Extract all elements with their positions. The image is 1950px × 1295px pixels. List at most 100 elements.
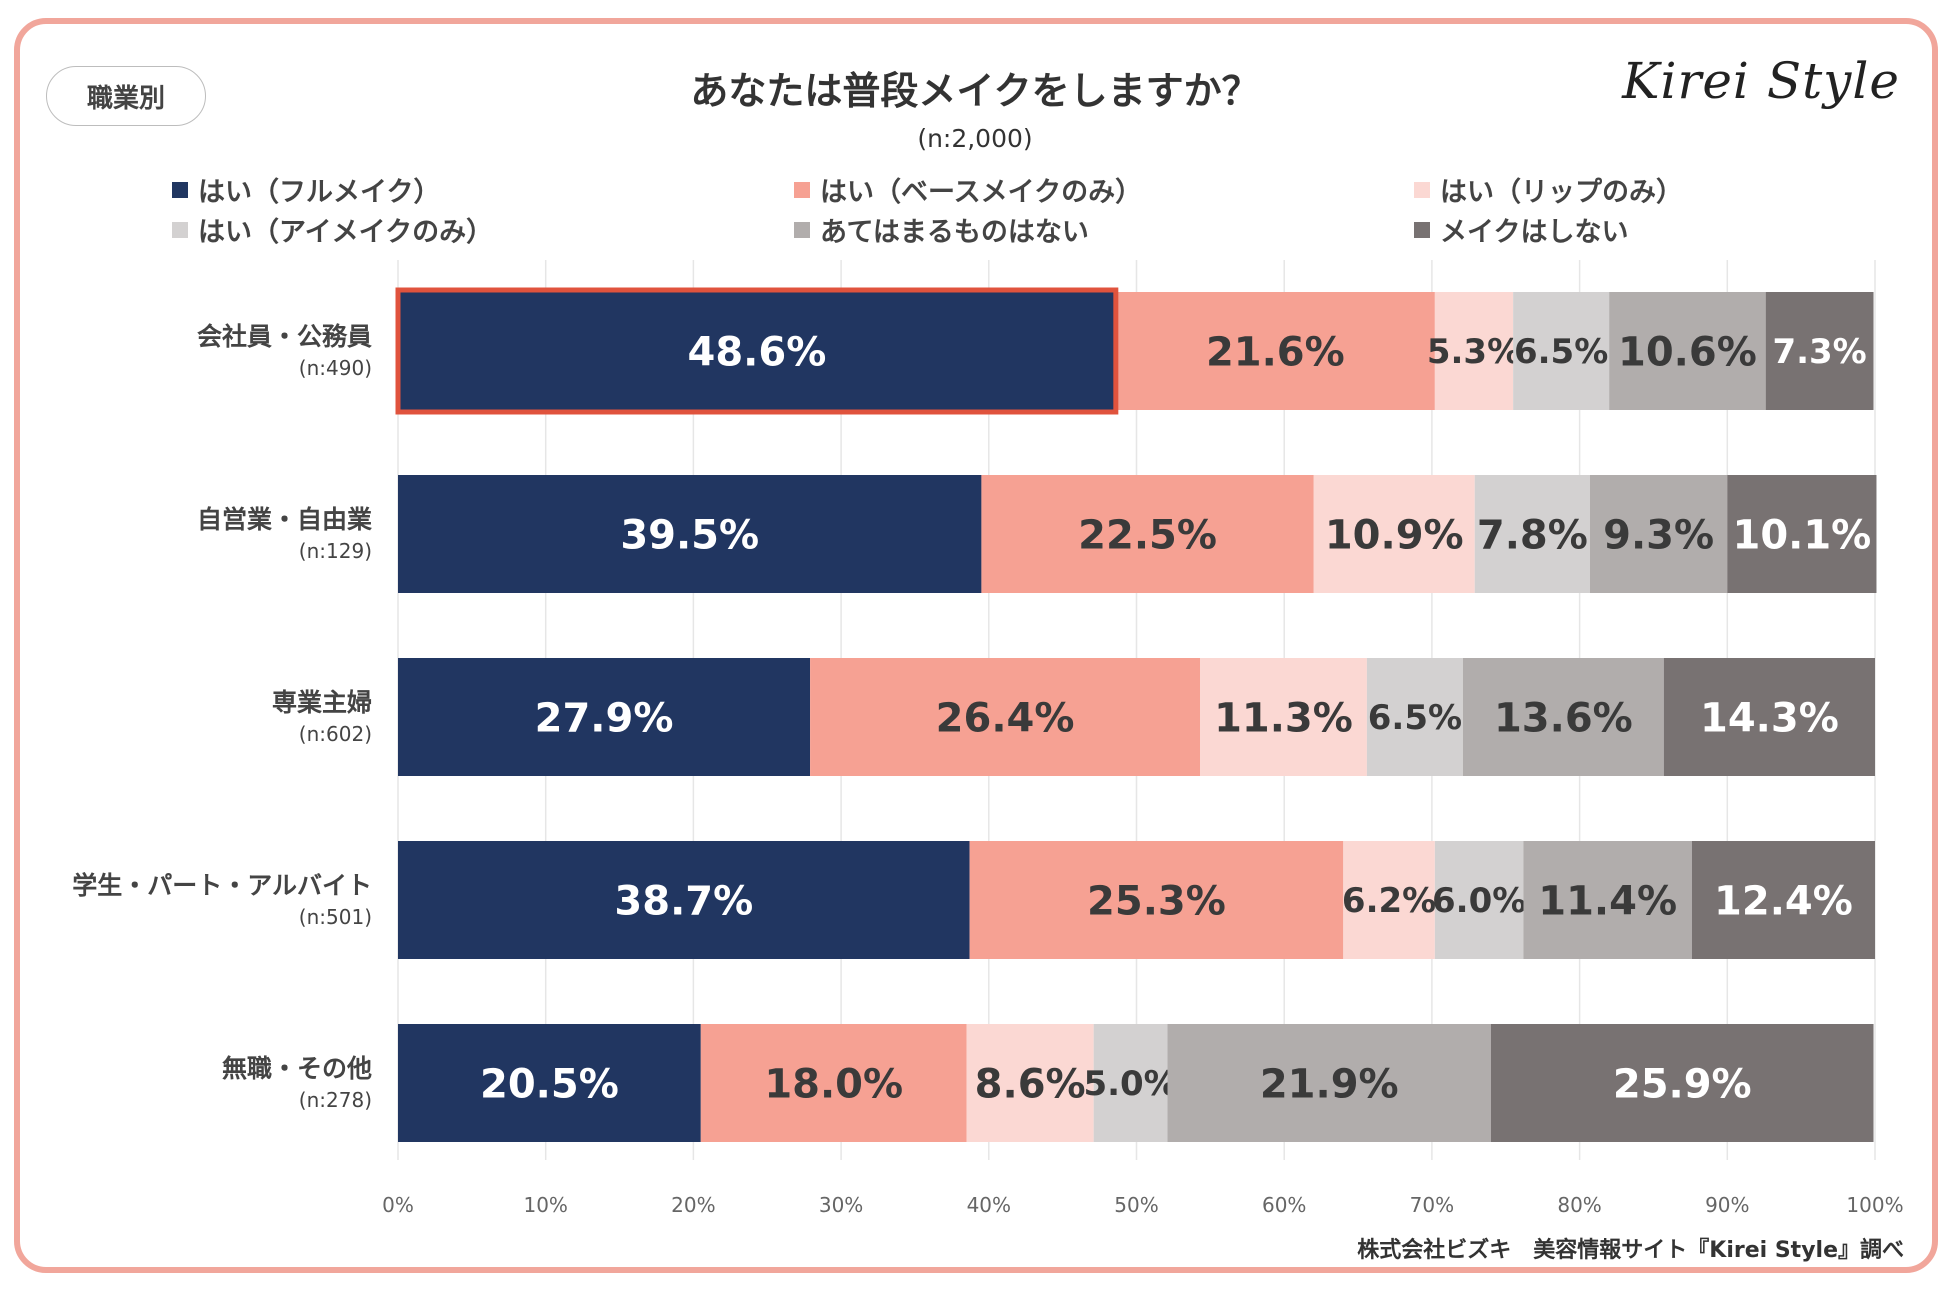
category-n-label: (n:501) — [299, 905, 372, 929]
legend-label: はい（アイメイクのみ） — [198, 217, 494, 248]
category-n-label: (n:278) — [299, 1088, 372, 1112]
bar-segment — [1115, 292, 1435, 410]
bar-segment — [981, 475, 1314, 593]
bar-segment — [700, 1024, 967, 1142]
x-tick-label: 20% — [671, 1193, 715, 1217]
bar-segment — [1313, 475, 1475, 593]
category-n-label: (n:129) — [299, 539, 372, 563]
bar-segment — [1366, 658, 1463, 776]
x-tick-label: 60% — [1262, 1193, 1306, 1217]
x-tick-label: 100% — [1846, 1193, 1903, 1217]
bar-segment — [1523, 841, 1692, 959]
data-label: 6.2% — [1342, 881, 1436, 921]
x-tick-label: 70% — [1410, 1193, 1454, 1217]
legend-swatch — [172, 221, 188, 238]
bar-segment — [1513, 292, 1610, 410]
legend-item: はい（ベースメイクのみ） — [794, 170, 1142, 209]
chart-subtitle: (n:2,000) — [917, 124, 1033, 153]
legend-label: はい（リップのみ） — [1440, 177, 1683, 208]
legend-label: はい（ベースメイクのみ） — [820, 177, 1143, 208]
bar-segment — [1765, 292, 1874, 410]
bar-segment — [1663, 658, 1875, 776]
x-tick-label: 90% — [1705, 1193, 1749, 1217]
data-label: 25.3% — [1087, 878, 1226, 924]
category-badge: 職業別 — [46, 66, 206, 126]
data-label: 7.3% — [1772, 332, 1866, 372]
x-tick-label: 80% — [1557, 1193, 1601, 1217]
x-tick-label: 40% — [967, 1193, 1011, 1217]
data-label: 6.0% — [1432, 881, 1526, 921]
legend-swatch — [794, 181, 810, 198]
legend-item: はい（リップのみ） — [1414, 170, 1683, 209]
data-label: 14.3% — [1700, 695, 1839, 741]
bar-segment — [398, 292, 1116, 410]
bar-segment — [810, 658, 1201, 776]
legend-label: あてはまるものはない — [820, 217, 1089, 248]
data-label: 27.9% — [535, 695, 674, 741]
data-label: 13.6% — [1494, 695, 1633, 741]
data-label: 10.9% — [1325, 512, 1464, 558]
category-label: 無職・その他 — [222, 1054, 372, 1083]
legend-label: メイクはしない — [1440, 217, 1629, 248]
legend-swatch — [1414, 181, 1430, 198]
bar-segment — [1609, 292, 1766, 410]
bar-segment — [1462, 658, 1664, 776]
x-tick-label: 30% — [819, 1193, 863, 1217]
data-label: 5.0% — [1083, 1064, 1177, 1104]
bar-segment — [966, 1024, 1094, 1142]
data-label: 6.5% — [1368, 698, 1462, 738]
data-label: 11.4% — [1538, 878, 1677, 924]
data-label: 18.0% — [764, 1061, 903, 1107]
data-label: 5.3% — [1427, 332, 1521, 372]
category-n-label: (n:490) — [299, 356, 372, 380]
bar-segment — [969, 841, 1344, 959]
data-label: 7.8% — [1477, 512, 1588, 558]
bar-segment — [1200, 658, 1367, 776]
data-label: 12.4% — [1714, 878, 1853, 924]
bar-segment — [1434, 841, 1524, 959]
brand-logo: Kirei Style — [1622, 52, 1900, 110]
data-label: 48.6% — [688, 329, 827, 375]
bar-segment — [1093, 1024, 1168, 1142]
legend-swatch — [1414, 221, 1430, 238]
category-n-label: (n:602) — [299, 722, 372, 746]
category-label: 学生・パート・アルバイト — [72, 871, 372, 900]
data-label: 11.3% — [1214, 695, 1353, 741]
category-label: 会社員・公務員 — [197, 322, 372, 351]
legend-label: はい（フルメイク） — [198, 177, 441, 208]
chart-title: あなたは普段メイクをしますか？ — [690, 69, 1260, 113]
bar-segment — [1727, 475, 1877, 593]
bar-segment — [1343, 841, 1435, 959]
x-tick-label: 0% — [382, 1193, 414, 1217]
legend-item: はい（アイメイクのみ） — [172, 210, 493, 249]
data-label: 21.6% — [1206, 329, 1345, 375]
data-label: 25.9% — [1613, 1061, 1752, 1107]
data-label: 6.5% — [1514, 332, 1608, 372]
legend-item: はい（フルメイク） — [172, 170, 440, 209]
x-tick-label: 50% — [1114, 1193, 1158, 1217]
bar-segment — [398, 1024, 701, 1142]
category-label: 専業主婦 — [272, 688, 372, 717]
legend-swatch — [794, 221, 810, 238]
category-label: 自営業・自由業 — [197, 505, 372, 534]
data-label: 21.9% — [1260, 1061, 1399, 1107]
data-label: 26.4% — [936, 695, 1075, 741]
bar-segment — [398, 658, 811, 776]
bar-segment — [1589, 475, 1728, 593]
bar-segment — [398, 841, 970, 959]
data-label: 38.7% — [614, 878, 753, 924]
data-label: 8.6% — [975, 1061, 1086, 1107]
bar-segment — [1490, 1024, 1874, 1142]
legend-item: メイクはしない — [1414, 210, 1628, 249]
source-note: 株式会社ビズキ 美容情報サイト『Kirei Style』調べ — [1357, 1238, 1904, 1263]
data-label: 9.3% — [1603, 512, 1714, 558]
data-label: 39.5% — [620, 512, 759, 558]
bar-segment — [1691, 841, 1875, 959]
legend-swatch — [172, 181, 188, 198]
bar-segment — [1474, 475, 1590, 593]
x-tick-label: 10% — [523, 1193, 567, 1217]
bar-segment — [1434, 292, 1514, 410]
data-label: 10.6% — [1618, 329, 1757, 375]
data-label: 20.5% — [480, 1061, 619, 1107]
